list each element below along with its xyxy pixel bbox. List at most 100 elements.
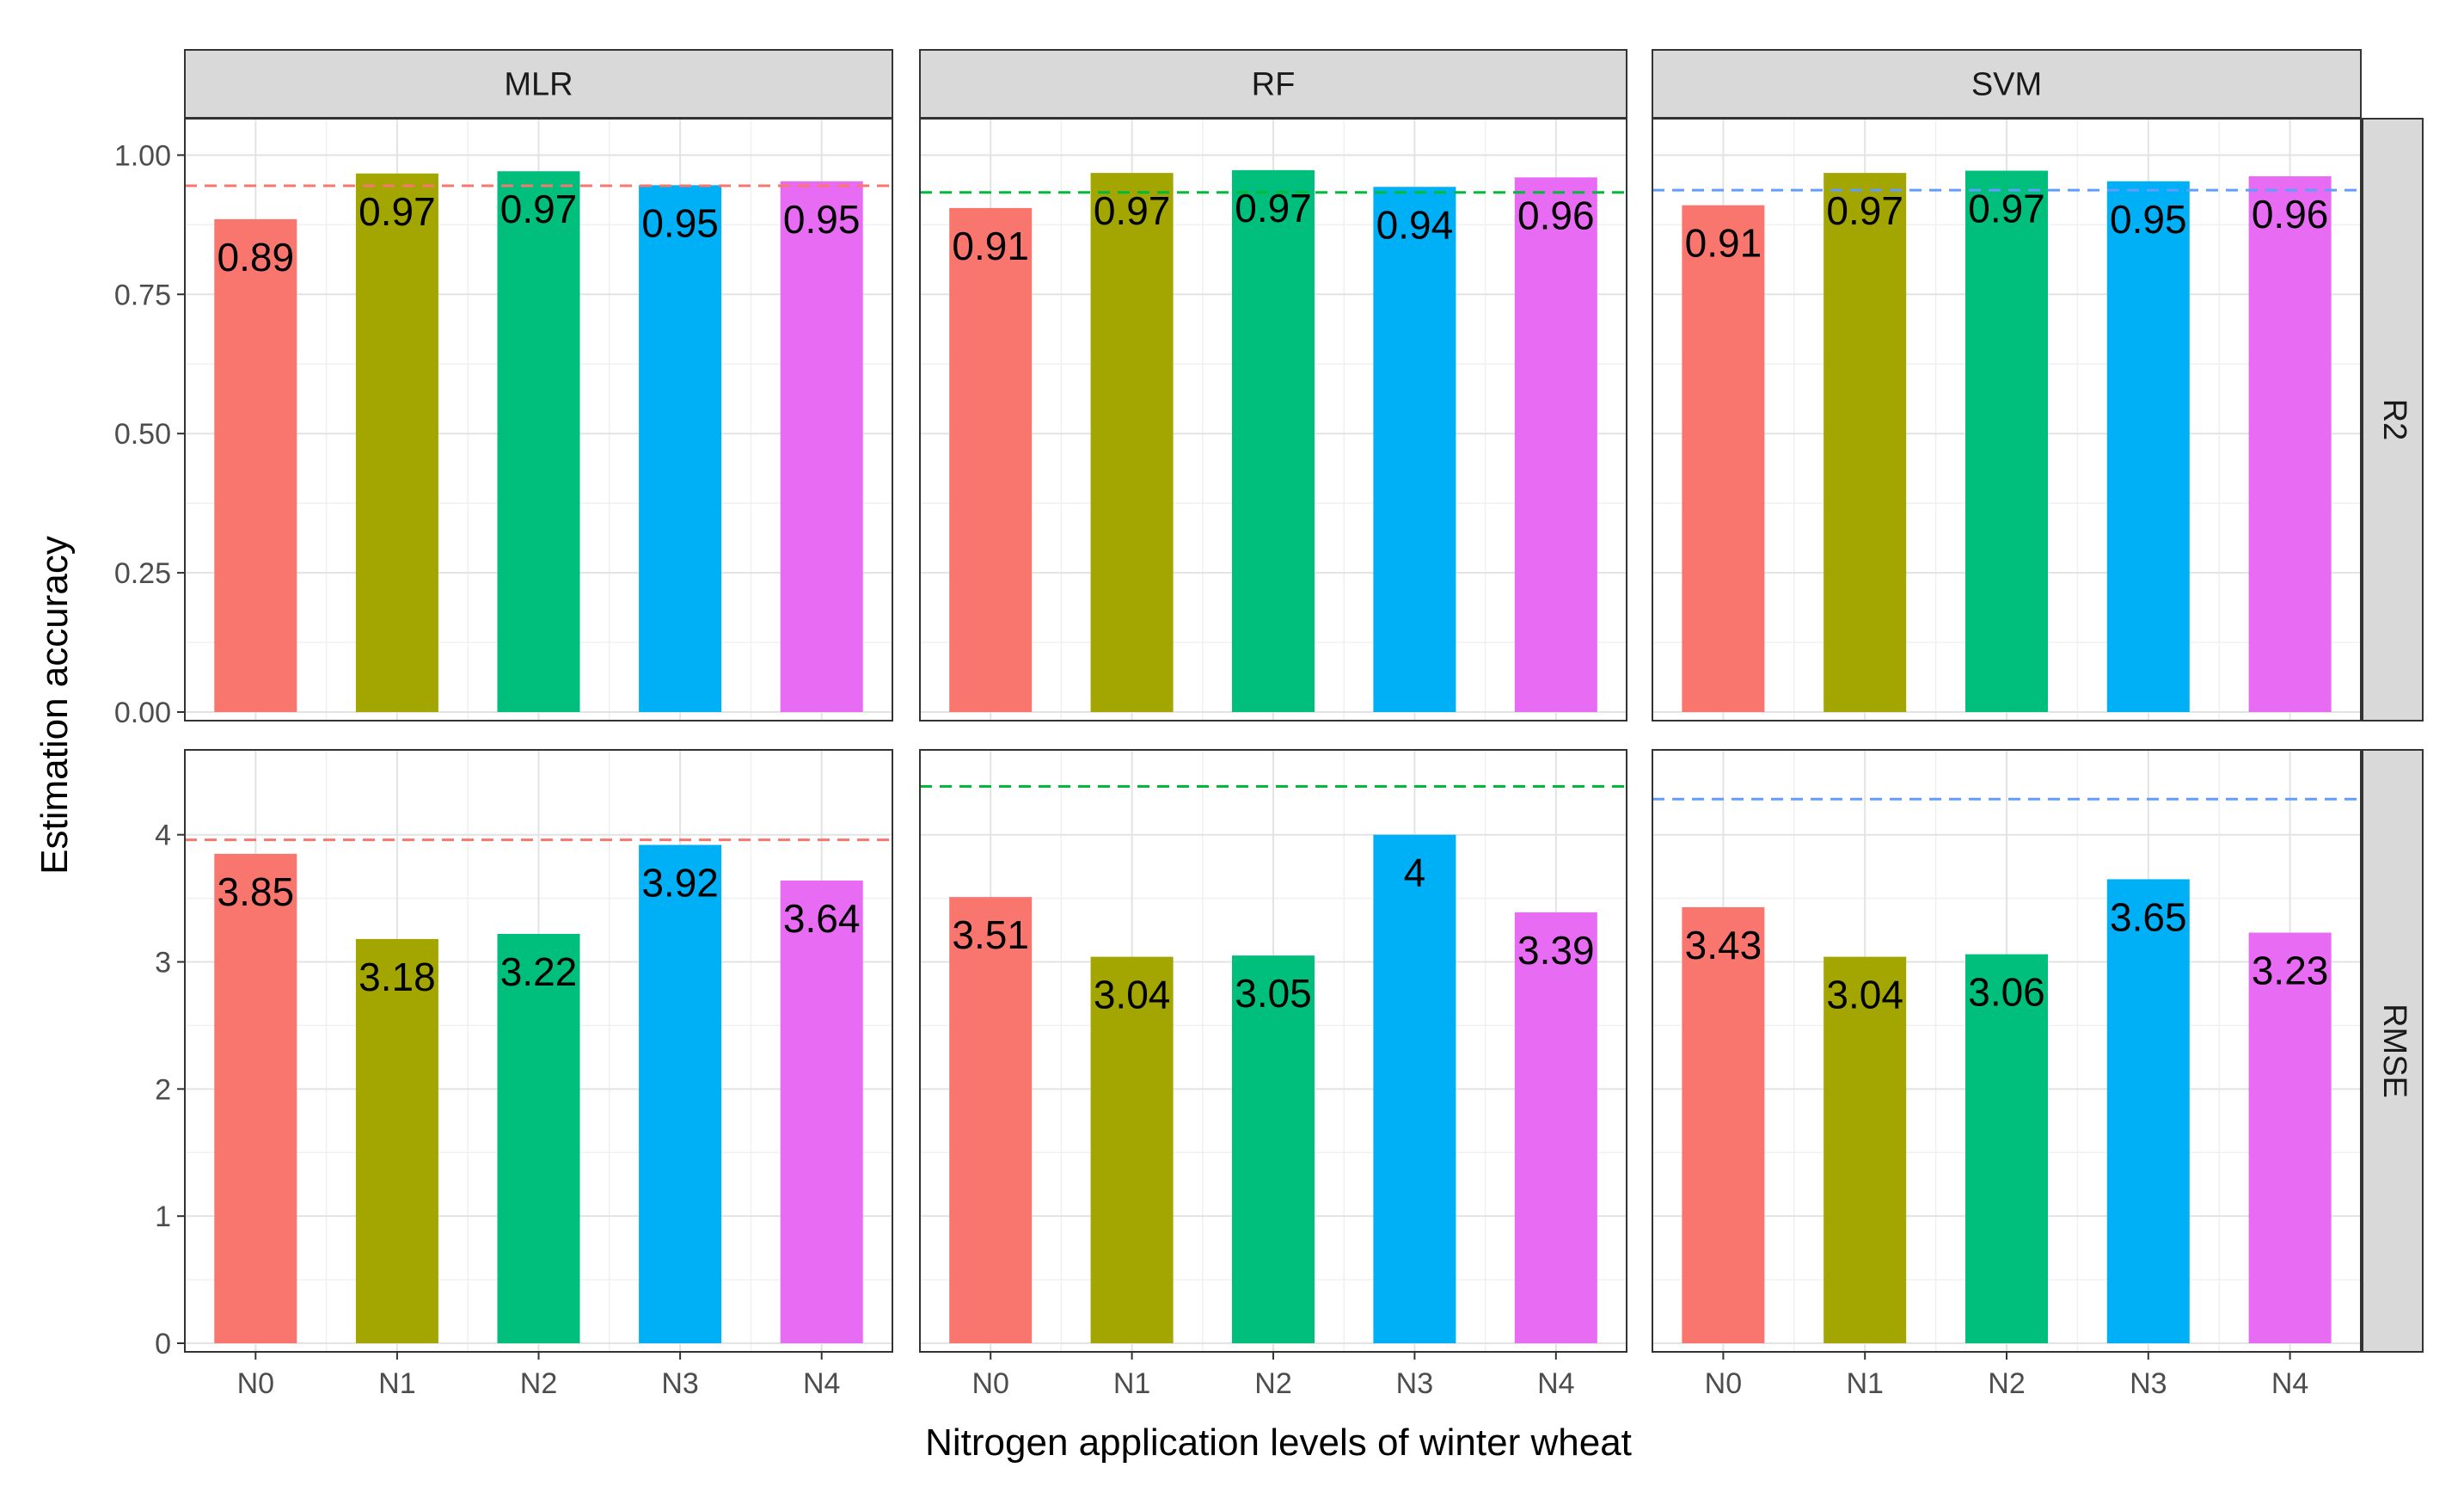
panel-rf-r2: 0.91 0.97 0.97 0.94 0.96	[919, 118, 1627, 722]
bar-n0	[949, 897, 1033, 1343]
x-tick-label: N2	[520, 1367, 557, 1400]
bar-value-label: 0.97	[500, 187, 578, 231]
bar-n3	[639, 185, 722, 712]
facet-label-svm: SVM	[1971, 67, 2042, 103]
bar-n1	[1823, 173, 1907, 713]
x-tick-label: N3	[2130, 1367, 2167, 1400]
bar-value-label: 0.96	[2252, 192, 2329, 236]
y-tick-label: 0.75	[114, 279, 171, 311]
bar-n1	[1090, 956, 1174, 1343]
bar-n2	[1965, 170, 2048, 712]
x-tick-label: N4	[803, 1367, 840, 1400]
panel-rf-rmse: 3.51 3.04 3.05 4 3.39 N0 N1 N2 N3 N4	[919, 749, 1627, 1400]
bar-value-label: 3.04	[1094, 973, 1171, 1017]
x-tick-label: N4	[1537, 1367, 1574, 1400]
bar-n1	[355, 173, 438, 712]
x-tick-label: N3	[1396, 1367, 1433, 1400]
bar-n2	[497, 171, 580, 712]
x-tick-label: N2	[1254, 1367, 1291, 1400]
y-axis-title: Estimation accuracy	[34, 536, 76, 875]
bar-value-label: 0.95	[783, 197, 861, 242]
bar-value-label: 3.23	[2252, 949, 2329, 993]
bar-value-label: 3.85	[218, 869, 295, 914]
bar-n4	[780, 880, 863, 1343]
x-tick-label: N0	[237, 1367, 274, 1400]
facet-label-mlr: MLR	[504, 67, 573, 103]
y-tick-label: 1	[155, 1200, 171, 1233]
bar-n4	[2248, 932, 2332, 1343]
bar-value-label: 3.51	[952, 912, 1029, 957]
y-tick-label: 0.25	[114, 557, 171, 590]
bar-value-label: 3.04	[1826, 973, 1903, 1017]
bar-value-label: 3.22	[500, 949, 578, 994]
bar-value-label: 4	[1404, 850, 1426, 895]
panel-svm-r2: 0.91 0.97 0.97 0.95 0.96	[1652, 118, 2362, 722]
panel-border	[919, 118, 1627, 722]
bar-n4	[1514, 912, 1597, 1343]
facet-label-rf: RF	[1252, 67, 1296, 103]
panel-mlr-r2: 0.89 0.97 0.97 0.95 0.95	[184, 118, 893, 722]
bar-value-label: 3.92	[641, 861, 719, 906]
bar-n0	[214, 853, 297, 1343]
bar-value-label: 3.65	[2110, 894, 2187, 939]
y-tick-label: 3	[155, 947, 171, 979]
bar-value-label: 0.91	[1685, 221, 1762, 266]
bar-value-label: 0.97	[359, 189, 436, 234]
x-tick-label: N1	[1846, 1367, 1883, 1400]
bar-n3	[2106, 879, 2190, 1343]
bar-value-label: 0.97	[1968, 187, 2045, 231]
bar-value-label: 0.97	[1826, 188, 1903, 233]
y-tick-label: 0.50	[114, 418, 171, 451]
facet-strip-r2	[2362, 118, 2424, 722]
bar-value-label: 0.97	[1094, 188, 1171, 233]
x-tick-label: N2	[1988, 1367, 2025, 1400]
bar-value-label: 3.39	[1517, 928, 1595, 973]
x-tick-label: N1	[1113, 1367, 1150, 1400]
bar-n0	[1682, 205, 1765, 712]
bar-value-label: 3.18	[359, 955, 436, 999]
bar-value-label: 0.97	[1235, 186, 1312, 230]
panel-border	[184, 118, 893, 722]
x-axis-title: Nitrogen application levels of winter wh…	[925, 1422, 1632, 1464]
bar-value-label: 3.64	[783, 896, 861, 941]
facet-strip-rmse	[2362, 749, 2424, 1353]
facet-strip-mlr	[184, 49, 893, 119]
x-tick-label: N4	[2271, 1367, 2308, 1400]
bar-n1	[1090, 173, 1174, 713]
bar-n0	[1682, 906, 1765, 1343]
x-tick-label: N3	[661, 1367, 698, 1400]
bar-value-label: 0.91	[952, 224, 1029, 268]
panel-border	[1652, 118, 2362, 722]
facet-label-r2: R2	[2376, 399, 2412, 441]
bar-n3	[2106, 181, 2190, 713]
y-tick-label: 4	[155, 820, 171, 852]
bar-n3	[1373, 187, 1456, 713]
bar-n1	[355, 938, 438, 1343]
bar-value-label: 0.95	[641, 200, 719, 245]
bar-n1	[1823, 956, 1907, 1343]
y-tick-label: 0	[155, 1328, 171, 1360]
bar-n3	[1373, 834, 1456, 1343]
bar-value-label: 0.95	[2110, 197, 2187, 242]
facet-strip-svm	[1652, 49, 2362, 119]
x-tick-label: N0	[1705, 1367, 1742, 1400]
bar-n0	[214, 218, 297, 712]
bar-n2	[497, 934, 580, 1343]
bar-value-label: 3.06	[1968, 970, 2045, 1015]
bar-n4	[780, 181, 863, 713]
y-tick-label: 1.00	[114, 139, 171, 172]
y-tick-label: 0.00	[114, 697, 171, 729]
x-tick-label: N0	[972, 1367, 1008, 1400]
panel-mlr-rmse: 3.85 3.18 3.22 3.92 3.64 N0 N1 N2 N3 N4	[184, 749, 893, 1400]
bar-n2	[1965, 954, 2048, 1343]
bar-n0	[949, 207, 1033, 712]
bar-value-label: 3.43	[1685, 923, 1762, 967]
facet-label-rmse: RMSE	[2376, 1004, 2412, 1098]
bar-n2	[1232, 169, 1315, 712]
bar-n2	[1232, 955, 1315, 1343]
panel-svm-rmse: 3.43 3.04 3.06 3.65 3.23 N0 N1 N2 N3 N4	[1652, 749, 2362, 1400]
x-tick-label: N1	[378, 1367, 415, 1400]
bar-n4	[2248, 175, 2332, 712]
